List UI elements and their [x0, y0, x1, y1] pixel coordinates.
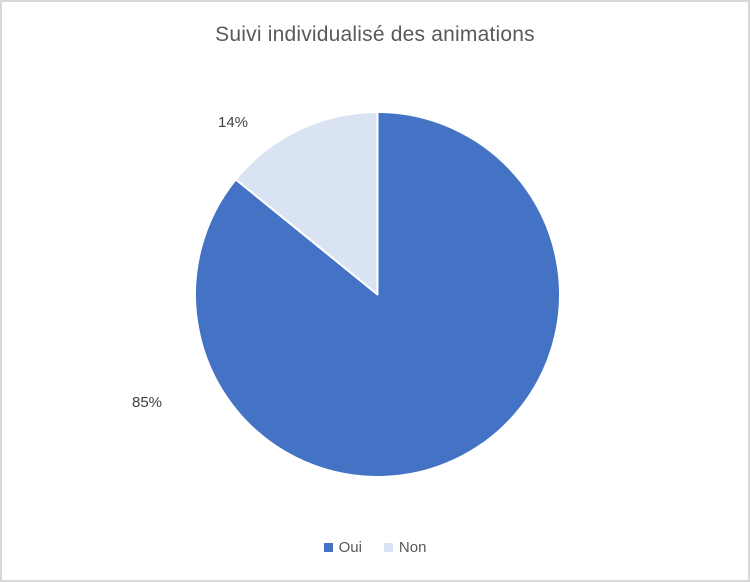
- data-label-non: 14%: [218, 114, 249, 131]
- legend-label-oui: Oui: [338, 539, 362, 556]
- pie-chart: [193, 111, 561, 478]
- chart-title: Suivi individualisé des animations: [215, 23, 535, 46]
- legend-item-oui: Oui: [323, 539, 362, 556]
- legend-swatch-oui: [323, 543, 333, 552]
- pie-slice-non: [234, 111, 379, 296]
- legend-item-non: Non: [383, 539, 427, 556]
- legend-label-non: Non: [398, 539, 427, 556]
- data-label-oui: 85%: [132, 394, 163, 411]
- legend: Oui Non: [2, 539, 748, 556]
- legend-swatch-non: [383, 543, 393, 552]
